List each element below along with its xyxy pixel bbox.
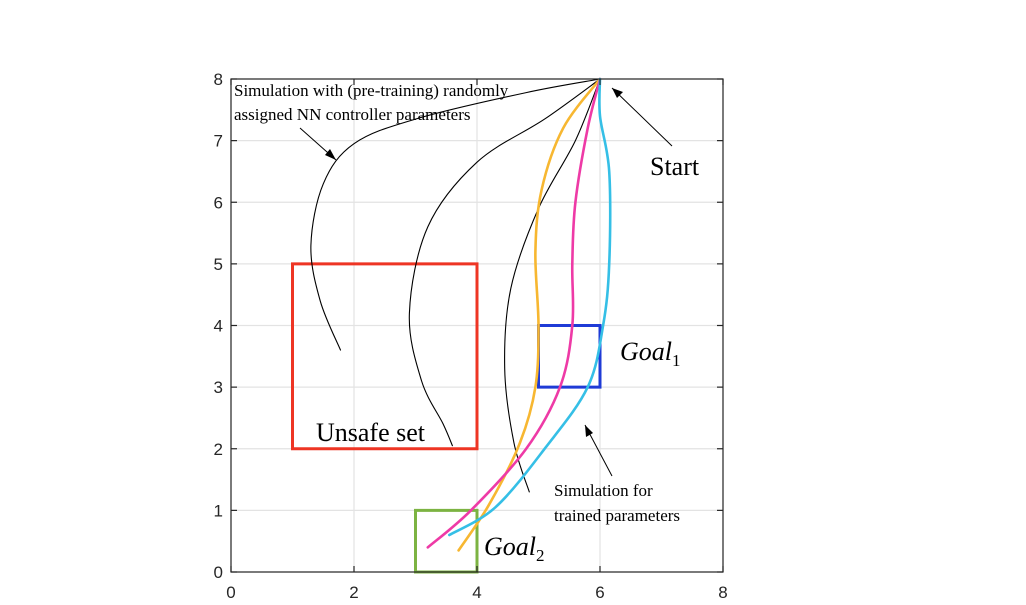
pretrain-trajectory-1: [310, 78, 601, 351]
trained-annotation-line1: Simulation for: [554, 481, 653, 500]
goal2-box: [414, 508, 479, 574]
annotations: Simulation with (pre-training) randomly …: [234, 81, 700, 565]
trajectories: [310, 77, 612, 552]
trained-trajectory-2: [426, 77, 602, 549]
pretrain-annotation-line2: assigned NN controller parameters: [234, 105, 471, 124]
tick-labels: 0 2 4 6 8 0 1 2 3 4 5 6 7 8: [214, 70, 728, 602]
y-tick-label-4: 4: [214, 317, 223, 336]
goal1-label: Goal1: [620, 337, 681, 370]
y-tick-label-3: 3: [214, 378, 223, 397]
start-label: Start: [650, 152, 700, 181]
goal2-text: Goal: [484, 532, 536, 561]
x-tick-label-0: 0: [226, 583, 235, 602]
axes-frame: [230, 78, 724, 573]
x-tick-label-3: 6: [595, 583, 604, 602]
goal1-subscript: 1: [672, 351, 681, 370]
svg-text:Goal2: Goal2: [484, 532, 545, 565]
trained-trajectory-3: [448, 77, 612, 537]
annotation-arrows: [299, 87, 673, 477]
goal1-text: Goal: [620, 337, 672, 366]
y-tick-label-6: 6: [214, 193, 223, 212]
x-tick-label-1: 2: [349, 583, 358, 602]
goal2-label: Goal2: [484, 532, 545, 565]
pretrain-trajectory-2: [408, 78, 601, 447]
trained-trajectory-1: [457, 77, 602, 552]
pretrain-arrowhead: [325, 149, 336, 160]
x-tick-label-4: 8: [718, 583, 727, 602]
y-tick-label-2: 2: [214, 440, 223, 459]
unsafe-set-box: [291, 262, 479, 451]
x-tick-label-2: 4: [472, 583, 481, 602]
start-arrow: [611, 87, 673, 147]
y-tick-label-5: 5: [214, 255, 223, 274]
y-tick-label-0: 0: [214, 563, 223, 582]
y-tick-label-1: 1: [214, 501, 223, 520]
trained-arrowhead: [585, 425, 593, 437]
pretrain-trajectory-3: [504, 78, 601, 493]
goal2-subscript: 2: [536, 546, 545, 565]
start-arrowhead: [612, 88, 623, 98]
unsafe-set-text: Unsafe set: [316, 418, 426, 447]
trained-annotation-line2: trained parameters: [554, 506, 680, 525]
unsafe-set-label: Unsafe set: [316, 418, 426, 447]
y-tick-label-8: 8: [214, 70, 223, 89]
y-tick-label-7: 7: [214, 132, 223, 151]
pretrain-annotation-line1: Simulation with (pre-training) randomly: [234, 81, 509, 100]
svg-text:Goal1: Goal1: [620, 337, 681, 370]
